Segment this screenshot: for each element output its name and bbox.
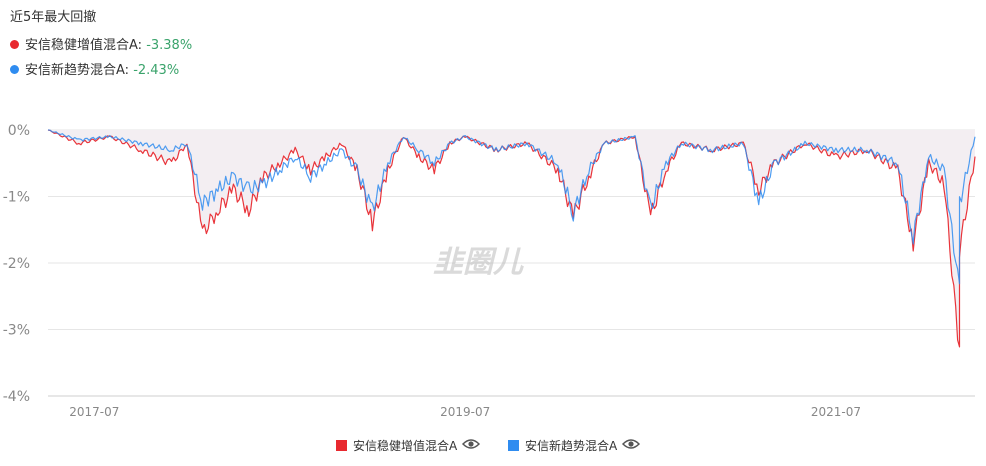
y-tick-label: -1% [3,190,30,206]
summary-row-series-1: 安信稳健增值混合A: -3.38% [10,34,192,53]
y-tick-label: -2% [3,256,30,272]
x-tick-label: 2019-07 [440,405,490,419]
series-1-value: -3.38% [146,38,193,53]
chart-title: 近5年最大回撤 [10,10,97,25]
legend-item-series-2[interactable]: 安信新趋势混合A [508,437,641,454]
series-2-dot [10,65,19,74]
y-tick-label: -3% [3,323,30,339]
series-1-sep: : [137,38,147,53]
y-tick-label: 0% [8,123,30,139]
y-axis: 0% -1% -2% -3% -4% [3,123,30,405]
legend-swatch-series-1 [336,440,347,451]
x-axis: 2017-07 2019-07 2021-07 [69,405,861,419]
chart-areas [48,130,975,347]
eye-icon[interactable] [622,438,641,453]
legend-label-series-1: 安信稳健增值混合A [353,439,458,453]
summary-row-series-2: 安信新趋势混合A: -2.43% [10,59,179,78]
x-tick-label: 2021-07 [811,405,861,419]
series-1-name: 安信稳健增值混合A [25,38,138,53]
series-2-sep: : [124,63,134,78]
watermark: 韭圈儿 [433,245,524,280]
series-line [47,129,976,348]
legend-label-series-2: 安信新趋势混合A [525,439,618,453]
x-tick-label: 2017-07 [69,405,119,419]
legend-item-series-1[interactable]: 安信稳健增值混合A [336,437,481,454]
series-1-dot [10,40,19,49]
legend-swatch-series-2 [508,440,519,451]
series-line [47,129,976,285]
eye-icon[interactable] [462,438,481,453]
chart-lines [47,129,976,348]
series-2-value: -2.43% [133,63,180,78]
series-area [48,130,975,347]
series-2-name: 安信新趋势混合A [25,63,125,78]
y-tick-label: -4% [3,389,30,405]
